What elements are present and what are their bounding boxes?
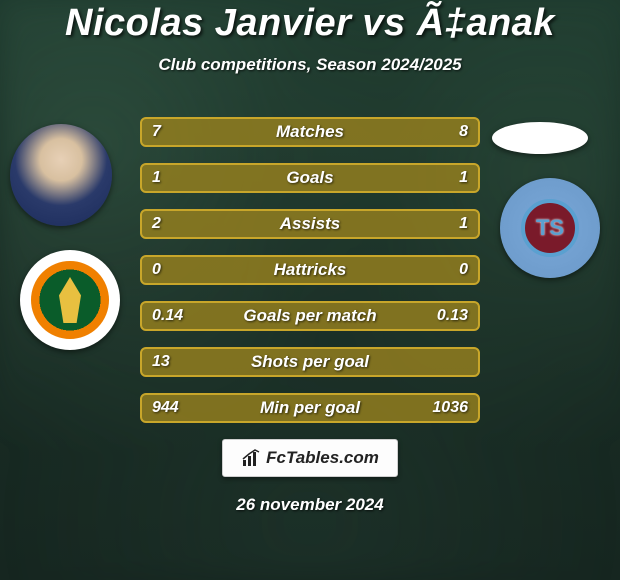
brand-chart-icon bbox=[241, 448, 261, 468]
stat-left-value: 7 bbox=[152, 123, 161, 141]
stat-left-value: 13 bbox=[152, 353, 170, 371]
subtitle: Club competitions, Season 2024/2025 bbox=[0, 55, 620, 75]
club-left-badge bbox=[20, 250, 120, 350]
player-left-avatar bbox=[10, 124, 112, 226]
page-title: Nicolas Janvier vs Ã‡anak bbox=[0, 2, 620, 45]
stat-left-value: 0.14 bbox=[152, 307, 183, 325]
stat-left-value: 0 bbox=[152, 261, 161, 279]
stat-label: Hattricks bbox=[142, 260, 478, 280]
stat-left-value: 1 bbox=[152, 169, 161, 187]
player-right-avatar bbox=[492, 122, 588, 154]
stat-right-value: 8 bbox=[459, 123, 468, 141]
stat-right-value: 1 bbox=[459, 169, 468, 187]
stat-row: 0 0Hattricks bbox=[140, 255, 480, 285]
stat-row: 7 8Matches bbox=[140, 117, 480, 147]
stat-label: Min per goal bbox=[142, 398, 478, 418]
stat-right-value: 1 bbox=[459, 215, 468, 233]
brand-text: FcTables.com bbox=[266, 448, 379, 468]
stat-row: 1 1Goals bbox=[140, 163, 480, 193]
stat-right-value: 0 bbox=[459, 261, 468, 279]
club-right-badge: TS bbox=[500, 178, 600, 278]
footer-date: 26 november 2024 bbox=[0, 495, 620, 515]
stat-label: Goals bbox=[142, 168, 478, 188]
stat-label: Goals per match bbox=[142, 306, 478, 326]
stat-label: Assists bbox=[142, 214, 478, 234]
brand-badge[interactable]: FcTables.com bbox=[222, 439, 398, 477]
stat-row: 0.14 0.13Goals per match bbox=[140, 301, 480, 331]
stat-row: 2 1Assists bbox=[140, 209, 480, 239]
stat-right-value: 1036 bbox=[432, 399, 468, 417]
stat-row: 13Shots per goal bbox=[140, 347, 480, 377]
stats-table: 78Matches11Goals21Assists00Hattricks0.14… bbox=[140, 117, 480, 423]
stat-label: Shots per goal bbox=[142, 352, 478, 372]
stat-label: Matches bbox=[142, 122, 478, 142]
stat-left-value: 2 bbox=[152, 215, 161, 233]
club-left-badge-icon bbox=[31, 261, 109, 339]
stat-row: 944 1036Min per goal bbox=[140, 393, 480, 423]
stat-right-value: 0.13 bbox=[437, 307, 468, 325]
comparison-card: Nicolas Janvier vs Ã‡anak Club competiti… bbox=[0, 0, 620, 580]
club-right-badge-icon: TS bbox=[521, 199, 579, 257]
stat-left-value: 944 bbox=[152, 399, 179, 417]
